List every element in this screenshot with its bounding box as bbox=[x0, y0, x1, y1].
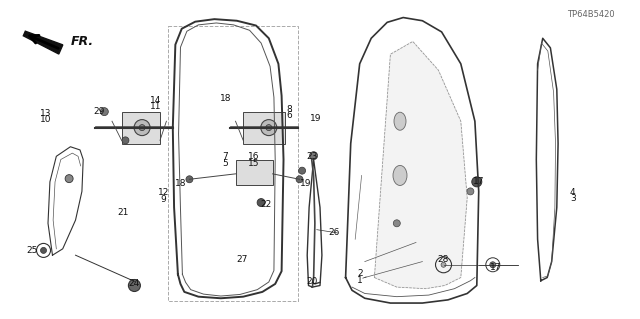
Circle shape bbox=[261, 120, 277, 136]
Text: 17: 17 bbox=[473, 177, 484, 186]
Bar bbox=[168, 26, 298, 301]
Text: 23: 23 bbox=[306, 152, 317, 161]
Bar bbox=[236, 160, 273, 185]
Circle shape bbox=[186, 176, 193, 183]
Text: 16: 16 bbox=[248, 152, 260, 161]
Circle shape bbox=[40, 248, 47, 253]
Text: 12: 12 bbox=[157, 189, 169, 197]
Circle shape bbox=[299, 167, 305, 174]
Text: 15: 15 bbox=[248, 159, 260, 168]
Text: TP64B5420: TP64B5420 bbox=[567, 10, 614, 19]
Text: 18: 18 bbox=[220, 94, 231, 103]
Text: 19: 19 bbox=[310, 114, 321, 122]
Circle shape bbox=[490, 262, 496, 268]
Text: 29: 29 bbox=[93, 107, 105, 115]
Circle shape bbox=[122, 137, 129, 144]
Circle shape bbox=[100, 108, 108, 116]
Circle shape bbox=[129, 279, 140, 292]
Ellipse shape bbox=[393, 166, 407, 185]
Ellipse shape bbox=[394, 112, 406, 130]
Text: 2: 2 bbox=[357, 269, 362, 278]
Text: 22: 22 bbox=[260, 200, 271, 209]
Circle shape bbox=[139, 125, 145, 130]
Text: 11: 11 bbox=[150, 102, 161, 111]
Text: 1: 1 bbox=[357, 276, 362, 285]
Polygon shape bbox=[23, 31, 63, 54]
Text: 5: 5 bbox=[223, 159, 228, 168]
Circle shape bbox=[472, 177, 482, 187]
Text: 21: 21 bbox=[117, 208, 129, 217]
Text: 13: 13 bbox=[40, 109, 52, 118]
Bar bbox=[243, 112, 285, 144]
Text: 8: 8 bbox=[287, 105, 292, 114]
Polygon shape bbox=[374, 41, 467, 289]
Circle shape bbox=[394, 220, 400, 227]
Text: 9: 9 bbox=[161, 195, 166, 204]
Circle shape bbox=[257, 198, 265, 207]
Text: 14: 14 bbox=[150, 96, 161, 105]
Text: 10: 10 bbox=[40, 115, 52, 124]
Circle shape bbox=[134, 120, 150, 136]
Circle shape bbox=[266, 125, 272, 130]
Text: 3: 3 bbox=[570, 194, 575, 203]
Circle shape bbox=[310, 152, 317, 160]
Circle shape bbox=[296, 176, 303, 183]
Text: 27: 27 bbox=[236, 256, 248, 264]
Text: 25: 25 bbox=[26, 246, 38, 255]
Circle shape bbox=[467, 188, 474, 195]
Circle shape bbox=[65, 174, 73, 183]
Text: 19: 19 bbox=[300, 179, 311, 188]
Text: 7: 7 bbox=[223, 152, 228, 161]
Text: 24: 24 bbox=[129, 279, 140, 288]
Text: FR.: FR. bbox=[70, 35, 93, 48]
Text: 6: 6 bbox=[287, 111, 292, 120]
Bar bbox=[122, 112, 160, 144]
Circle shape bbox=[441, 262, 446, 267]
Text: 26: 26 bbox=[328, 228, 340, 237]
Text: 20: 20 bbox=[307, 277, 318, 286]
Text: 17: 17 bbox=[490, 263, 502, 272]
Text: 28: 28 bbox=[438, 255, 449, 263]
Text: 18: 18 bbox=[175, 179, 186, 188]
Text: 4: 4 bbox=[570, 188, 575, 197]
